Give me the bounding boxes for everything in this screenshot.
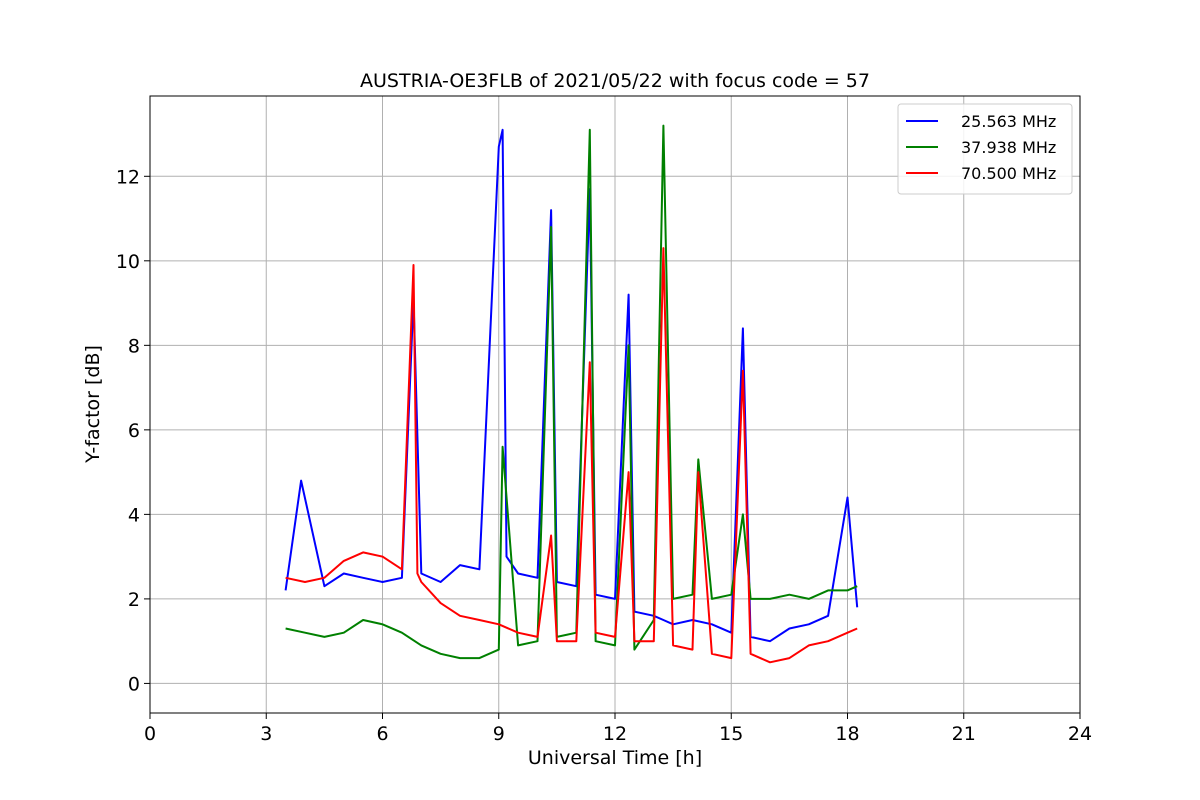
legend-label: 25.563 MHz <box>961 112 1056 131</box>
x-tick-label: 21 <box>952 723 976 745</box>
series-line-2 <box>285 124 858 660</box>
legend-label: 37.938 MHz <box>961 138 1056 157</box>
y-axis-label: Y-factor [dB] <box>82 345 104 464</box>
legend-box <box>897 103 1073 195</box>
x-tick-label: 24 <box>1068 723 1092 745</box>
y-tick-label: 0 <box>128 673 140 695</box>
chart-title: AUSTRIA-OE3FLB of 2021/05/22 with focus … <box>360 70 870 92</box>
y-tick-label: 6 <box>128 420 140 442</box>
x-tick-label: 9 <box>493 723 505 745</box>
y-tick-label: 2 <box>128 589 140 611</box>
x-tick-label: 15 <box>719 723 743 745</box>
y-tick-label: 12 <box>116 166 140 188</box>
x-tick-label: 18 <box>835 723 859 745</box>
legend: 25.563 MHz 37.938 MHz 70.500 MHz <box>897 103 1073 195</box>
series-layer <box>284 124 859 664</box>
y-tick-label: 8 <box>128 335 140 357</box>
x-tick-label: 6 <box>376 723 388 745</box>
grid <box>149 96 1081 713</box>
series-line-1 <box>284 128 859 643</box>
x-tick-label: 12 <box>603 723 627 745</box>
series-line-3 <box>285 247 858 664</box>
legend-label: 70.500 MHz <box>961 164 1056 183</box>
y-tick-label: 4 <box>128 504 140 526</box>
x-axis-label: Universal Time [h] <box>528 747 702 769</box>
y-tick-label: 10 <box>116 251 140 273</box>
x-tick-label: 3 <box>260 723 272 745</box>
x-tick-label: 0 <box>144 723 156 745</box>
